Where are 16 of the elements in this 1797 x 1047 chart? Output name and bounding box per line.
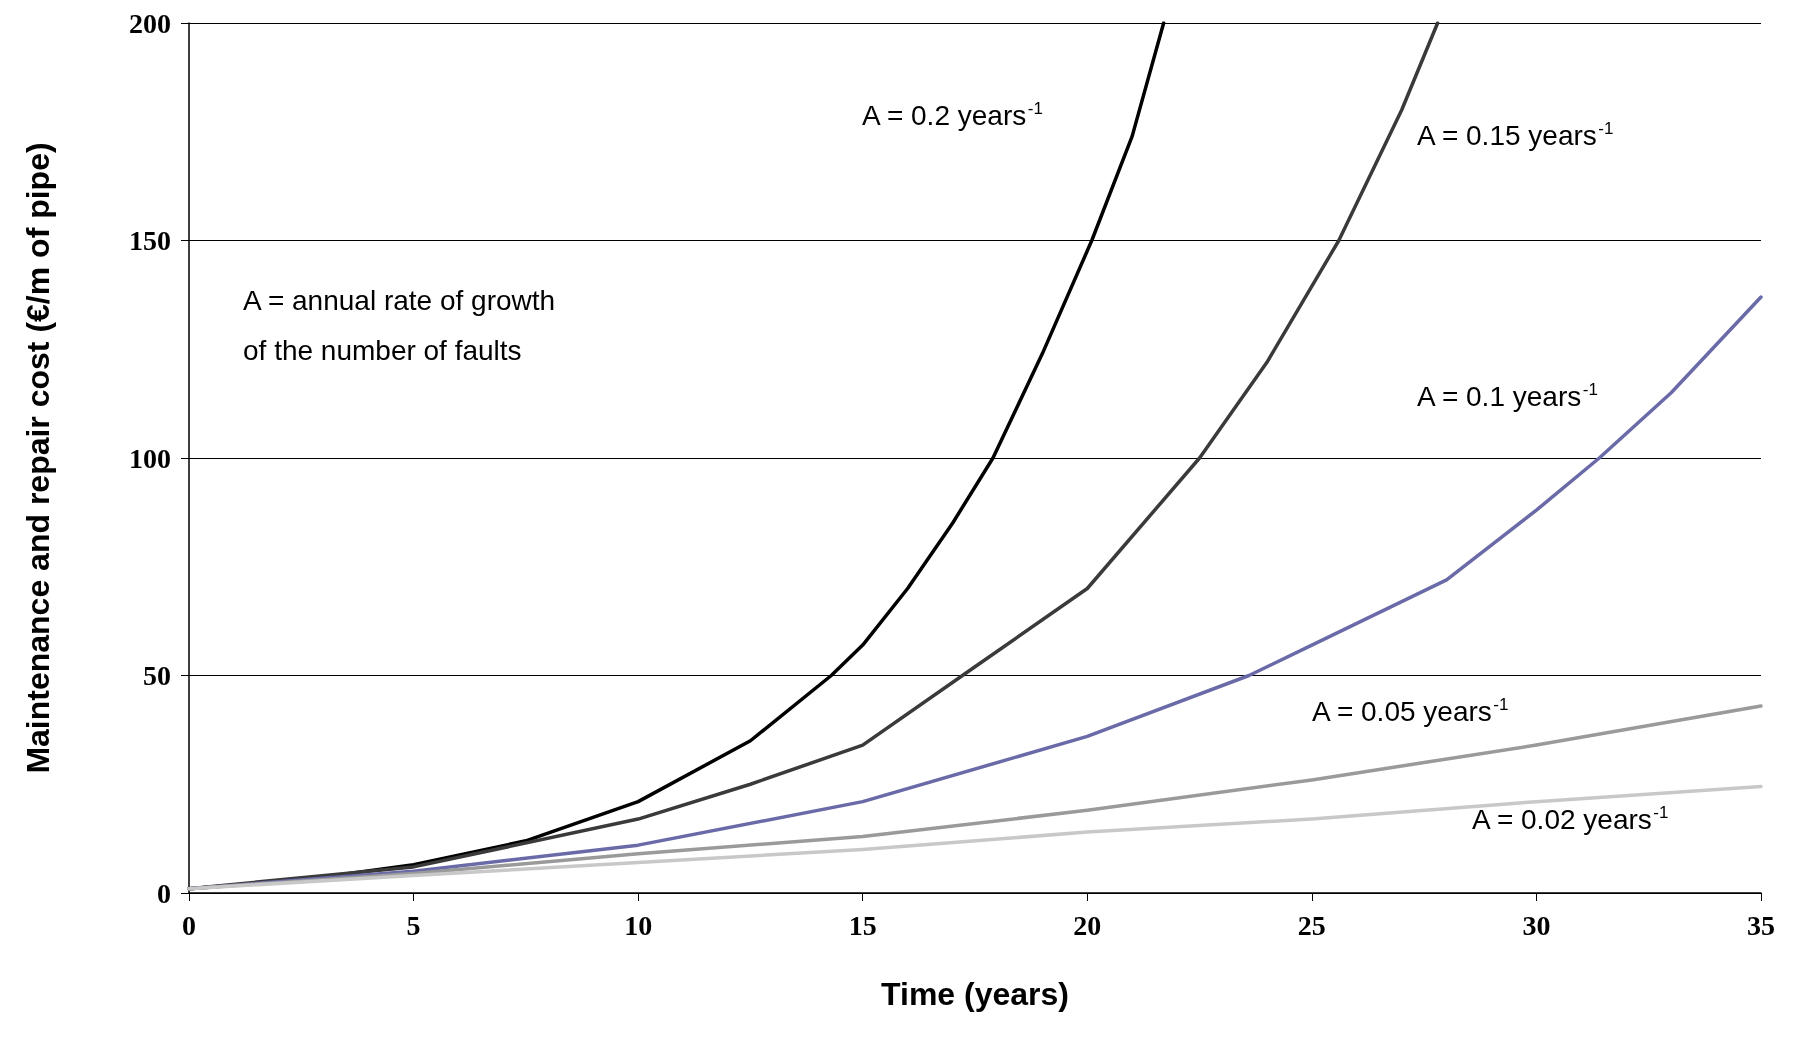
x-tick-label: 30 [1522,909,1551,941]
y-tick-label: 100 [129,442,171,474]
x-tick-label: 0 [182,909,196,941]
annotation: A = annual rate of growth of the number of faults [243,284,556,366]
x-tick-label: 5 [406,909,421,941]
x-tick-label: 35 [1747,909,1775,941]
y-tick-label: 200 [129,7,171,39]
x-tick-label: 15 [848,909,877,941]
y-tick-label: 50 [143,660,171,691]
x-tick-label: 25 [1297,909,1326,941]
y-axis-title: Maintenance and repair cost (€/m of pipe) [20,142,56,774]
y-tick-label: 150 [129,225,171,256]
y-tick-label: 0 [157,877,171,909]
x-tick-label: 20 [1073,909,1102,941]
x-tick-label: 10 [624,909,653,941]
x-axis-title: Time (years) [881,976,1069,1012]
